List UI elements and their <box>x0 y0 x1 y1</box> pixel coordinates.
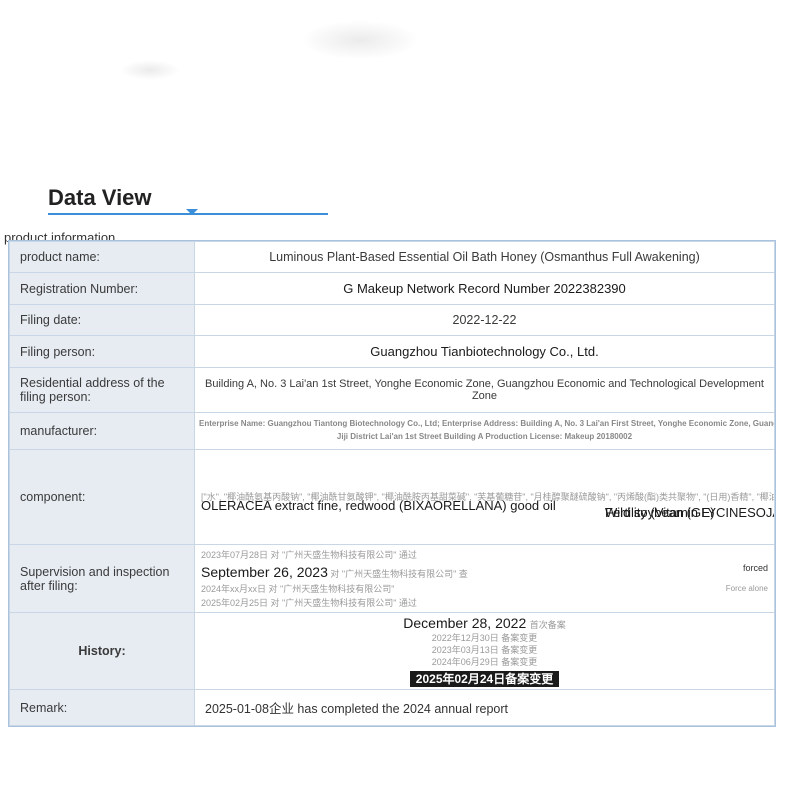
history-cn-line-3: 2024年06月29日 备案变更 <box>201 657 768 669</box>
table-row: History: December 28, 2022 首次备案 2022年12月… <box>10 613 775 690</box>
history-black-bar: 2025年02月24日备案变更 <box>410 671 559 687</box>
page-title: Data View <box>48 185 152 211</box>
table-row: manufacturer: Enterprise Name: Guangzhou… <box>10 413 775 450</box>
row-value-remark: 2025-01-08企业 has completed the 2024 annu… <box>195 690 775 726</box>
table-row: Remark: 2025-01-08企业 has completed the 2… <box>10 690 775 726</box>
row-label-remark: Remark: <box>10 690 195 726</box>
row-value-component: ["水", "椰油酰氨基丙酸钠", "椰油酰甘氨酸钾", "椰油酰胺丙基甜菜碱"… <box>195 449 775 544</box>
watermark-smudge <box>300 20 420 60</box>
table-row: Residential address of the filing person… <box>10 368 775 413</box>
supervision-line-2-cn: 对 "广州天盛生物科技有限公司" 查 <box>330 569 467 579</box>
row-value-supervision: 2023年07月28日 对 "广州天盛生物科技有限公司" 通过 Septembe… <box>195 544 775 613</box>
title-underline-accent <box>48 213 328 215</box>
supervision-status-forced: forced <box>743 562 768 576</box>
row-label-residential-address: Residential address of the filing person… <box>10 368 195 413</box>
row-label-product-name: product name: <box>10 242 195 273</box>
row-value-filing-person: Guangzhou Tianbiotechnology Co., Ltd. <box>195 336 775 368</box>
history-en-date: December 28, 2022 <box>403 615 526 631</box>
table-row: product name: Luminous Plant-Based Essen… <box>10 242 775 273</box>
row-value-residential-address: Building A, No. 3 Lai'an 1st Street, Yon… <box>195 368 775 413</box>
row-label-component: component: <box>10 449 195 544</box>
history-cn-header: 首次备案 <box>530 620 566 630</box>
table-row: component: ["水", "椰油酰氨基丙酸钠", "椰油酰甘氨酸钾", … <box>10 449 775 544</box>
table-row: Filing date: 2022-12-22 <box>10 305 775 336</box>
row-value-filing-date: 2022-12-22 <box>195 305 775 336</box>
supervision-status-2: Force alone <box>726 583 768 597</box>
row-value-history: December 28, 2022 首次备案 2022年12月30日 备案变更 … <box>195 613 775 690</box>
row-label-supervision: Supervision and inspection after filing: <box>10 544 195 613</box>
row-value-product-name: Luminous Plant-Based Essential Oil Bath … <box>195 242 775 273</box>
table-row: Filing person: Guangzhou Tianbiotechnolo… <box>10 336 775 368</box>
row-label-manufacturer: manufacturer: <box>10 413 195 450</box>
row-label-filing-person: Filing person: <box>10 336 195 368</box>
row-value-registration-number: G Makeup Network Record Number 202238239… <box>195 273 775 305</box>
supervision-line-2-en: September 26, 2023 <box>201 564 328 580</box>
supervision-line-3: 2024年xx月xx日 对 "广州天盛生物科技有限公司" <box>201 583 394 597</box>
data-view-table: product name: Luminous Plant-Based Essen… <box>8 240 776 727</box>
component-en-text-1: OLERACEA extract fine, redwood (BIXAOREL… <box>201 498 441 514</box>
table-row: Registration Number: G Makeup Network Re… <box>10 273 775 305</box>
history-cn-line-2: 2023年03月13日 备案变更 <box>201 645 768 657</box>
table-row: Supervision and inspection after filing:… <box>10 544 775 613</box>
component-en-text-3: Wild soybean (GLYCINESOJA) oil and pursl… <box>605 505 775 521</box>
row-label-history: History: <box>10 613 195 690</box>
watermark-smudge <box>120 60 180 80</box>
history-cn-line-1: 2022年12月30日 备案变更 <box>201 633 768 645</box>
row-label-filing-date: Filing date: <box>10 305 195 336</box>
row-value-manufacturer-line2: Jiji District Lai'an 1st Street Building… <box>199 432 770 442</box>
row-label-registration-number: Registration Number: <box>10 273 195 305</box>
row-value-manufacturer-line1: Enterprise Name: Guangzhou Tiantong Biot… <box>199 419 770 429</box>
supervision-line-4: 2025年02月25日 对 "广州天盛生物科技有限公司" 通过 <box>201 597 768 611</box>
supervision-line-1: 2023年07月28日 对 "广州天盛生物科技有限公司" 通过 <box>201 549 768 563</box>
